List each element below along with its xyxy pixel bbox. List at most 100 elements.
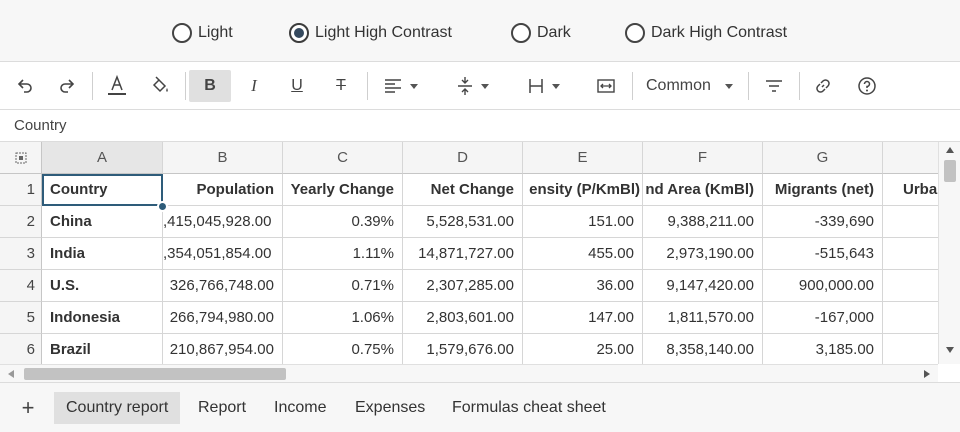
cell[interactable]: 14,871,727.00 <box>403 238 523 270</box>
bold-button[interactable]: B <box>189 70 231 102</box>
undo-button[interactable] <box>10 70 40 102</box>
cell[interactable]: Yearly Change <box>283 174 403 206</box>
cell[interactable] <box>883 238 938 270</box>
theme-radio-light[interactable]: Light <box>172 22 233 44</box>
cell[interactable]: 0.75% <box>283 334 403 364</box>
cell[interactable]: nd Area (KmBl) <box>643 174 763 206</box>
cell[interactable]: India <box>42 238 163 270</box>
cell[interactable]: 5,528,531.00 <box>403 206 523 238</box>
tab-country-report[interactable]: Country report <box>54 392 181 424</box>
cell[interactable]: 2,307,285.00 <box>403 270 523 302</box>
select-all-corner[interactable] <box>0 142 42 174</box>
vertical-scroll-thumb[interactable] <box>944 160 956 182</box>
cell[interactable]: Migrants (net) <box>763 174 883 206</box>
radio-circle-checked[interactable] <box>289 23 309 43</box>
cell[interactable]: 210,867,954.00 <box>163 334 283 364</box>
cell[interactable]: 326,766,748.00 <box>163 270 283 302</box>
formula-bar[interactable]: Country <box>0 110 960 142</box>
cell[interactable]: 266,794,980.00 <box>163 302 283 334</box>
background-color-button[interactable] <box>144 70 176 102</box>
cell[interactable]: 25.00 <box>523 334 643 364</box>
cell[interactable]: 36.00 <box>523 270 643 302</box>
column-header[interactable]: F <box>643 142 763 174</box>
column-header[interactable]: B <box>163 142 283 174</box>
cell[interactable]: U.S. <box>42 270 163 302</box>
cell[interactable]: Population <box>163 174 283 206</box>
cell[interactable]: 9,147,420.00 <box>643 270 763 302</box>
tab-formulas-cheat-sheet[interactable]: Formulas cheat sheet <box>452 399 606 416</box>
border-dropdown[interactable] <box>519 70 569 102</box>
cell[interactable]: 8,358,140.00 <box>643 334 763 364</box>
radio-circle[interactable] <box>625 23 645 43</box>
cell[interactable]: 1.06% <box>283 302 403 334</box>
cell[interactable]: -167,000 <box>763 302 883 334</box>
insert-link-button[interactable] <box>807 70 839 102</box>
column-header[interactable]: E <box>523 142 643 174</box>
cell[interactable]: -515,643 <box>763 238 883 270</box>
cell[interactable] <box>883 206 938 238</box>
cell[interactable]: China <box>42 206 163 238</box>
text-color-button[interactable] <box>101 70 133 102</box>
cell[interactable]: Urba <box>883 174 938 206</box>
cell[interactable]: 3,185.00 <box>763 334 883 364</box>
column-header[interactable] <box>883 142 938 174</box>
cell[interactable]: ,354,051,854.00 <box>163 238 283 270</box>
column-header[interactable]: A <box>42 142 163 174</box>
cell[interactable]: 1,811,570.00 <box>643 302 763 334</box>
cell[interactable]: Brazil <box>42 334 163 364</box>
cell[interactable]: ,415,045,928.00 <box>163 206 283 238</box>
cell[interactable]: 2,803,601.00 <box>403 302 523 334</box>
help-button[interactable] <box>851 70 883 102</box>
scroll-up-icon[interactable] <box>946 147 954 153</box>
tab-report[interactable]: Report <box>198 399 247 416</box>
cell[interactable]: 151.00 <box>523 206 643 238</box>
scroll-left-icon[interactable] <box>8 370 14 378</box>
cell[interactable]: 455.00 <box>523 238 643 270</box>
number-format-select[interactable]: Common <box>640 70 740 102</box>
vertical-scrollbar[interactable] <box>938 142 960 364</box>
underline-button[interactable]: U <box>281 70 313 102</box>
theme-radio-dark[interactable]: Dark <box>511 22 571 44</box>
scroll-down-icon[interactable] <box>946 347 954 353</box>
spreadsheet-grid[interactable]: A B C D E F G 1 Country Population Yearl… <box>0 142 938 364</box>
italic-button[interactable]: I <box>238 70 270 102</box>
vertical-align-dropdown[interactable] <box>448 70 498 102</box>
row-header[interactable]: 4 <box>0 270 42 302</box>
cell[interactable]: 9,388,211.00 <box>643 206 763 238</box>
column-header[interactable]: D <box>403 142 523 174</box>
row-header[interactable]: 1 <box>0 174 42 206</box>
cell[interactable]: 1,579,676.00 <box>403 334 523 364</box>
add-sheet-button[interactable]: + <box>21 395 35 420</box>
cell[interactable]: 2,973,190.00 <box>643 238 763 270</box>
cell[interactable]: Country <box>42 174 163 206</box>
strikethrough-button[interactable]: T <box>325 70 357 102</box>
row-header[interactable]: 3 <box>0 238 42 270</box>
radio-circle[interactable] <box>511 23 531 43</box>
cell[interactable] <box>883 302 938 334</box>
filter-button[interactable] <box>758 70 790 102</box>
align-dropdown[interactable] <box>376 70 426 102</box>
scroll-right-icon[interactable] <box>924 370 930 378</box>
merge-cells-button[interactable] <box>590 70 622 102</box>
cell[interactable]: Net Change <box>403 174 523 206</box>
row-header[interactable]: 6 <box>0 334 42 364</box>
cell[interactable]: 0.71% <box>283 270 403 302</box>
cell[interactable]: 147.00 <box>523 302 643 334</box>
row-header[interactable]: 5 <box>0 302 42 334</box>
radio-circle[interactable] <box>172 23 192 43</box>
cell[interactable]: 900,000.00 <box>763 270 883 302</box>
tab-expenses[interactable]: Expenses <box>355 399 426 416</box>
redo-button[interactable] <box>52 70 82 102</box>
horizontal-scroll-thumb[interactable] <box>24 368 286 380</box>
cell[interactable] <box>883 334 938 364</box>
fill-handle[interactable] <box>157 201 168 212</box>
horizontal-scrollbar[interactable] <box>0 364 938 382</box>
column-header[interactable]: C <box>283 142 403 174</box>
theme-radio-dark-high-contrast[interactable]: Dark High Contrast <box>625 22 787 44</box>
column-header[interactable]: G <box>763 142 883 174</box>
cell[interactable]: Indonesia <box>42 302 163 334</box>
cell[interactable] <box>883 270 938 302</box>
tab-income[interactable]: Income <box>274 399 327 416</box>
row-header[interactable]: 2 <box>0 206 42 238</box>
cell[interactable]: ensity (P/KmBl) <box>523 174 643 206</box>
